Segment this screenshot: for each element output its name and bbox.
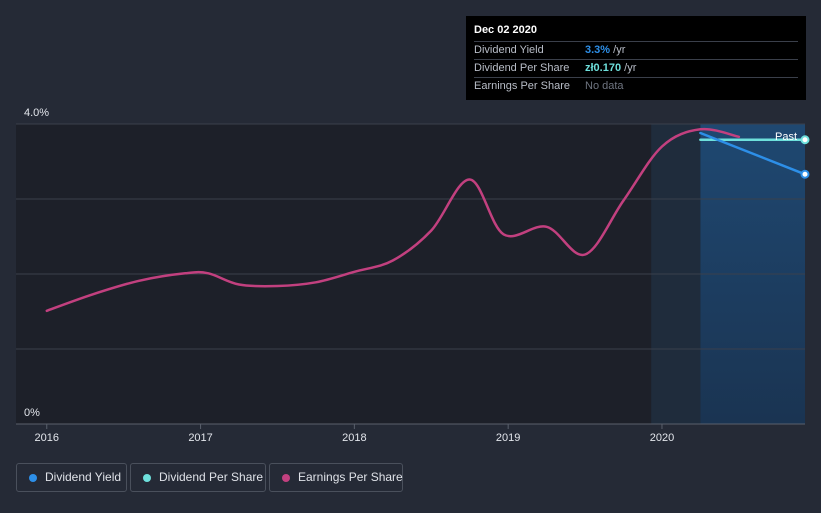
dividend-per-share-dot-icon <box>143 474 151 482</box>
earnings-per-share-line <box>45 127 741 313</box>
y-tick-label: 4.0% <box>24 107 49 119</box>
dividend-yield-line <box>699 131 807 176</box>
legend-label: Dividend Yield <box>45 470 122 484</box>
dividend-yield-endpoint <box>800 169 810 179</box>
legend-label: Dividend Per Share <box>159 470 264 484</box>
x-tick-label: 2017 <box>188 432 212 444</box>
tooltip-label: Earnings Per Share <box>474 80 570 92</box>
tooltip-unit: /yr <box>610 44 626 56</box>
earnings-per-share-dot-icon <box>282 474 290 482</box>
tooltip-value: zł0.170 <box>585 62 622 74</box>
legend-item-earnings-per-share[interactable]: Earnings Per Share <box>269 463 403 492</box>
x-tick-label: 2016 <box>35 432 59 444</box>
tooltip-row-dividend-yield: Dividend Yield 3.3% /yr <box>474 41 798 59</box>
legend-item-dividend-per-share[interactable]: Dividend Per Share <box>130 463 266 492</box>
x-tick-label: 2020 <box>650 432 674 444</box>
tooltip-label: Dividend Yield <box>474 44 544 56</box>
tooltip-date: Dec 02 2020 <box>474 24 537 36</box>
tooltip-row-earnings-per-share: Earnings Per Share No data <box>474 77 798 95</box>
legend-item-dividend-yield[interactable]: Dividend Yield <box>16 463 127 492</box>
tooltip-value: No data <box>585 80 624 92</box>
past-label: Past <box>775 131 797 143</box>
tooltip-unit: /yr <box>621 62 637 74</box>
dividend-yield-dot-icon <box>29 474 37 482</box>
tooltip-row-dividend-per-share: Dividend Per Share zł0.170 /yr <box>474 59 798 77</box>
x-tick-label: 2019 <box>496 432 520 444</box>
dividend-per-share-endpoint <box>800 135 810 145</box>
legend-label: Earnings Per Share <box>298 470 403 484</box>
y-tick-label: 0% <box>24 407 40 419</box>
tooltip-label: Dividend Per Share <box>474 62 570 74</box>
x-tick-label: 2018 <box>342 432 366 444</box>
tooltip-value: 3.3% <box>585 44 611 56</box>
tooltip: Dec 02 2020 Dividend Yield 3.3% /yr Divi… <box>466 16 806 100</box>
